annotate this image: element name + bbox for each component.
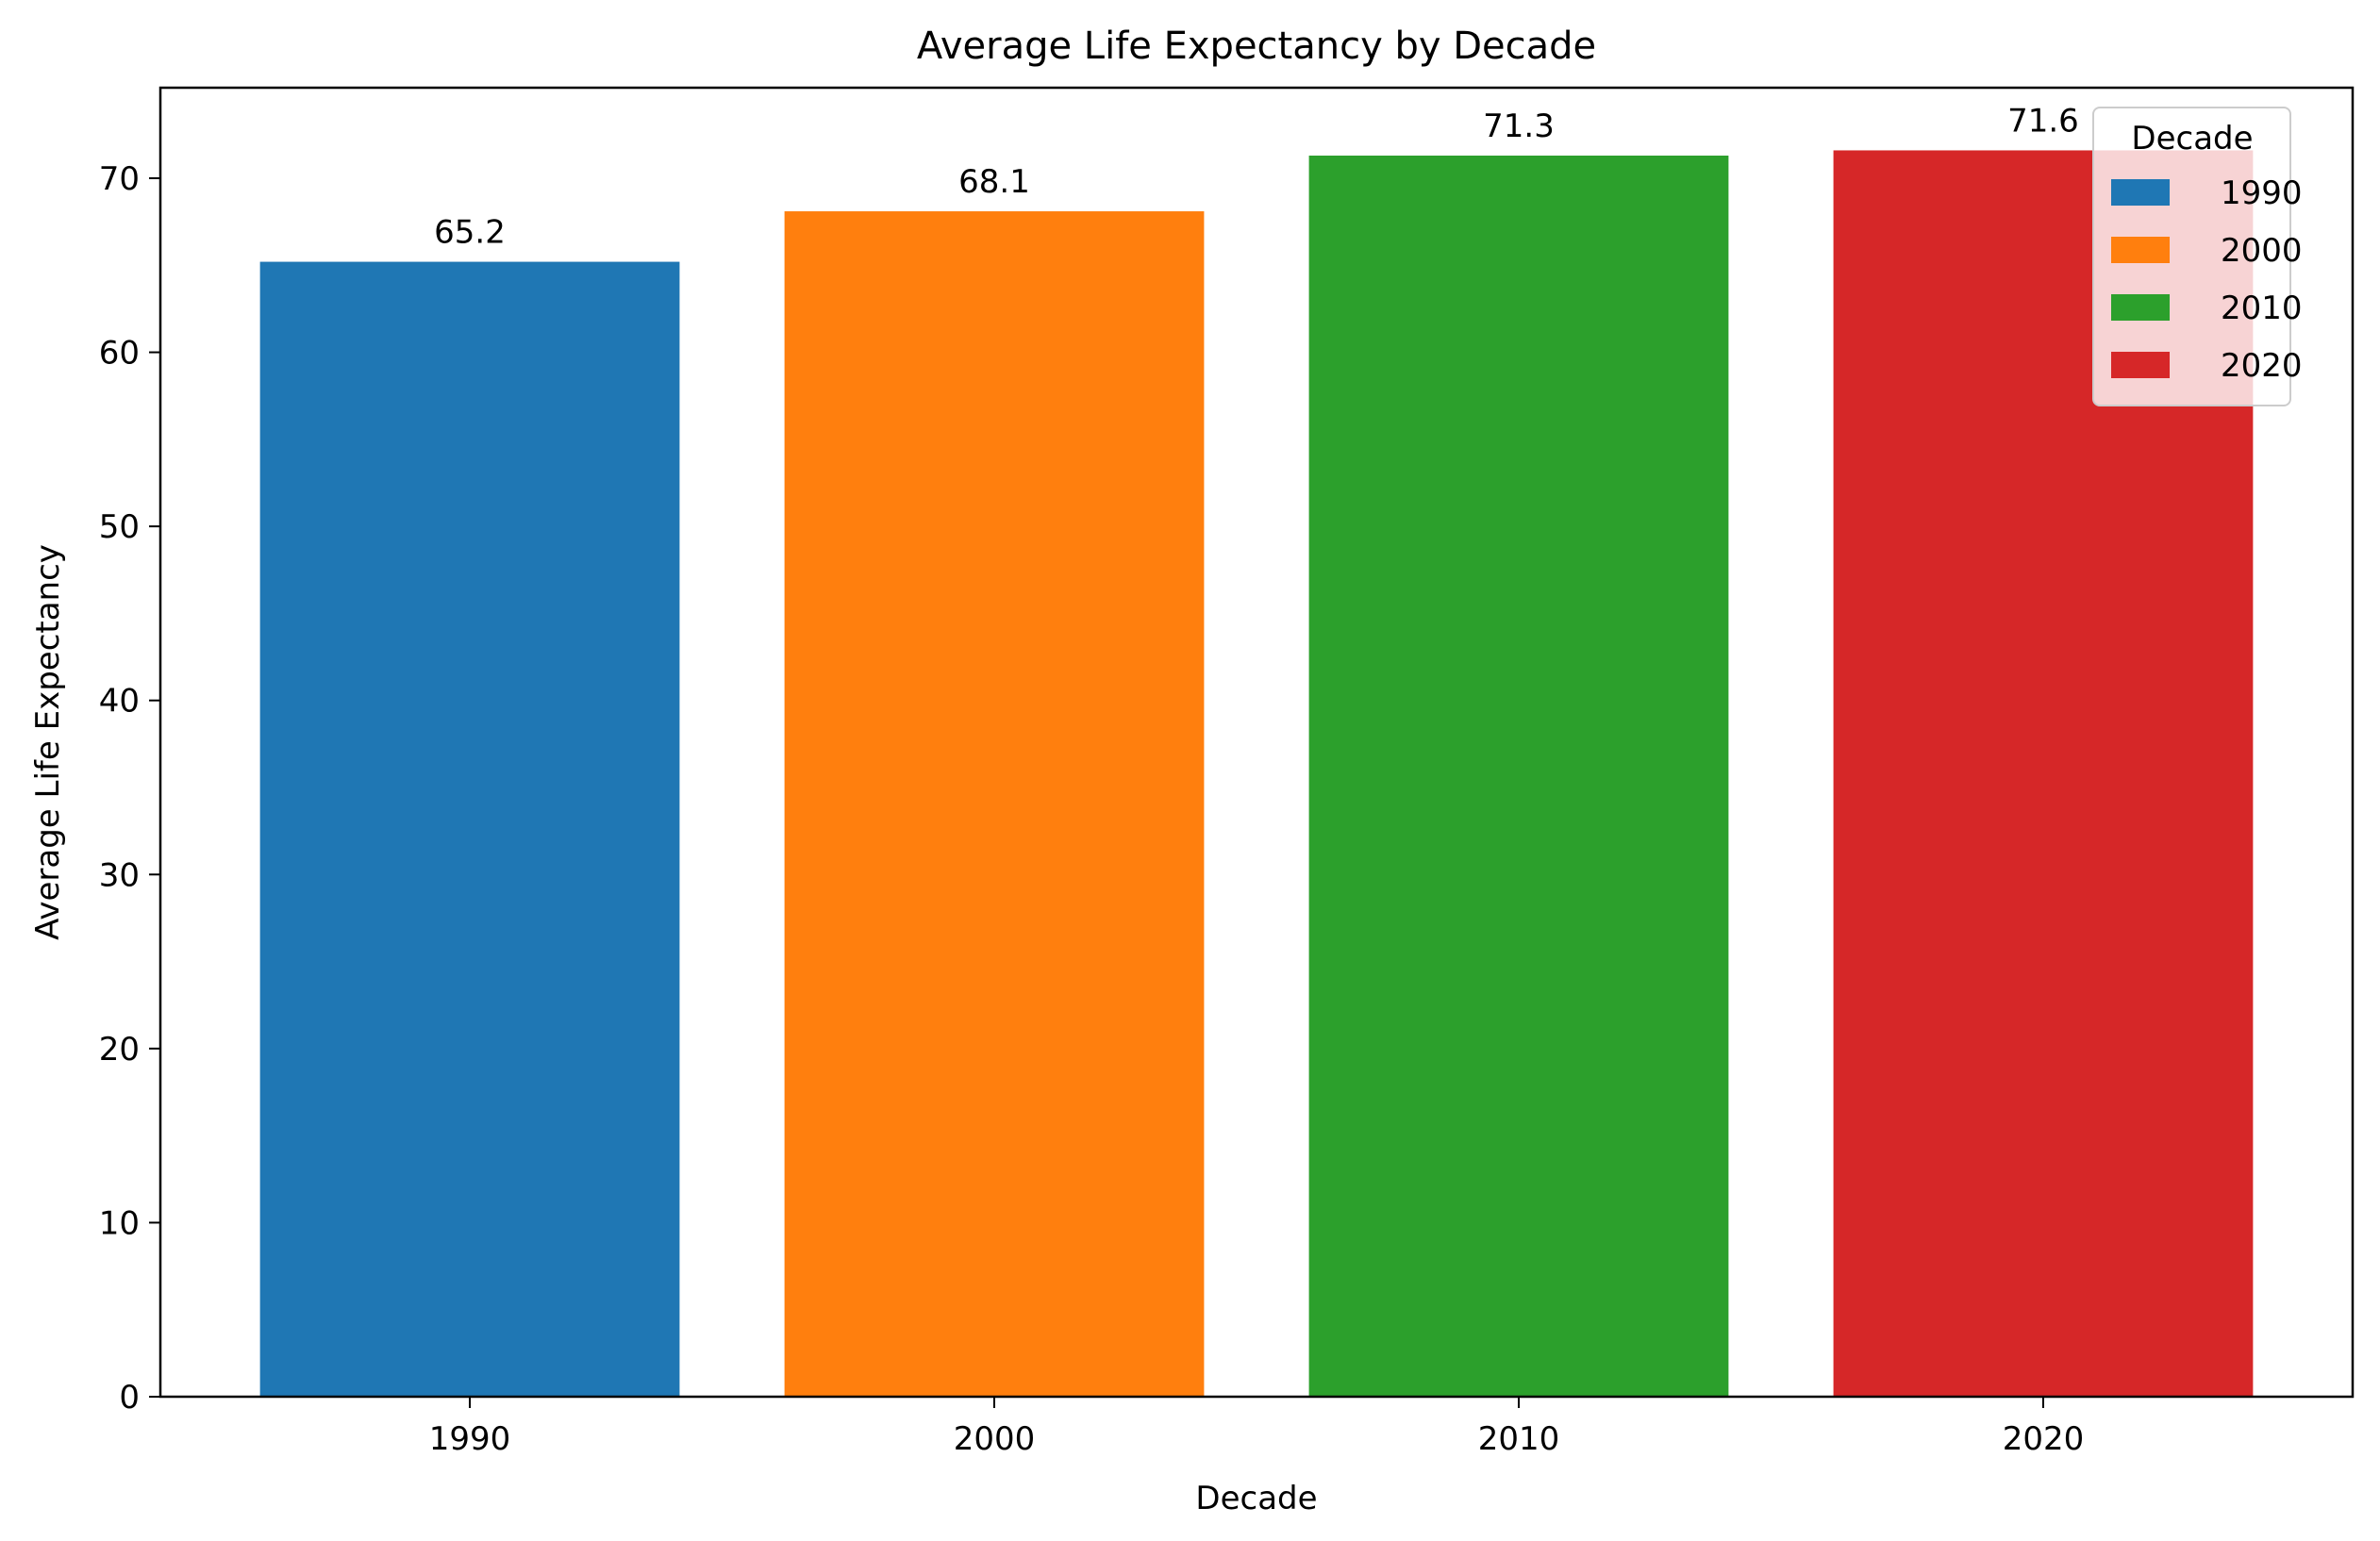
y-tick-label: 70 [99,160,140,198]
legend[interactable]: Decade 1990 2000 2010 2020 [2092,107,2303,406]
legend-label-1990: 1990 [2221,174,2303,212]
legend-swatch-2020 [2111,352,2170,378]
x-axis: 1990 2000 2010 2020 [429,1397,2084,1458]
y-tick-label: 60 [99,335,140,373]
legend-swatch-1990 [2111,179,2170,206]
y-tick-label: 40 [99,683,140,721]
x-axis-label: Decade [1195,1480,1317,1517]
bar-value-label-1990: 65.2 [434,214,506,252]
bar-value-label-2010: 71.3 [1483,108,1555,145]
legend-swatch-2010 [2111,294,2170,321]
bar-2010 [1308,155,1729,1398]
bars-group [259,150,2254,1398]
x-tick-label-2010: 2010 [1478,1420,1560,1458]
y-tick-label: 30 [99,856,140,894]
y-tick-label: 20 [99,1031,140,1069]
legend-label-2010: 2010 [2221,290,2303,327]
legend-swatch-2000 [2111,237,2170,263]
y-axis-label: Average Life Expectancy [29,544,67,940]
y-tick-label: 10 [99,1204,140,1242]
chart-title: Average Life Expectancy by Decade [917,25,1596,68]
y-tick-label: 0 [119,1379,140,1417]
plot-frame [158,86,2355,1399]
bar-value-label-2020: 71.6 [2007,102,2079,140]
legend-title: Decade [2131,120,2253,157]
x-tick-label-1990: 1990 [429,1420,511,1458]
legend-label-2000: 2000 [2221,232,2303,270]
bar-value-labels: 65.2 68.1 71.3 71.6 [434,102,2079,251]
legend-entries: 1990 2000 2010 2020 [2111,174,2303,385]
y-tick-label: 50 [99,508,140,546]
y-axis: 0 10 20 30 40 50 60 70 [99,160,160,1417]
x-tick-label-2000: 2000 [954,1420,1036,1458]
bar-value-label-2000: 68.1 [958,163,1030,201]
x-tick-label-2020: 2020 [2003,1420,2085,1458]
bar-2000 [784,211,1205,1398]
bar-1990 [259,261,680,1397]
legend-label-2020: 2020 [2221,347,2303,385]
